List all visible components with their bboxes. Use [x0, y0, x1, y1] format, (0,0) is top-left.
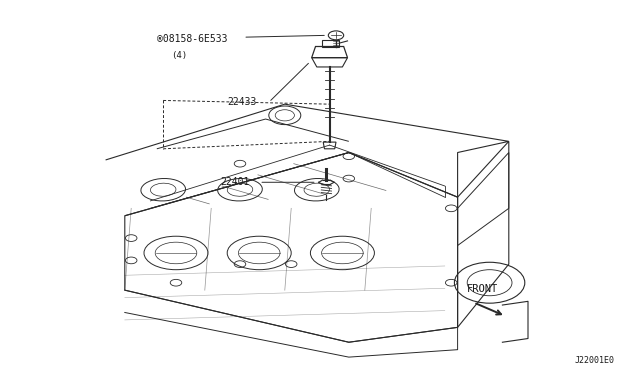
Text: FRONT: FRONT: [467, 284, 499, 294]
Text: 22433: 22433: [227, 97, 257, 107]
Text: (4): (4): [171, 51, 187, 60]
Text: 22401: 22401: [221, 177, 250, 187]
Text: ®08158-6E533: ®08158-6E533: [157, 34, 227, 44]
Text: J22001E0: J22001E0: [575, 356, 614, 365]
